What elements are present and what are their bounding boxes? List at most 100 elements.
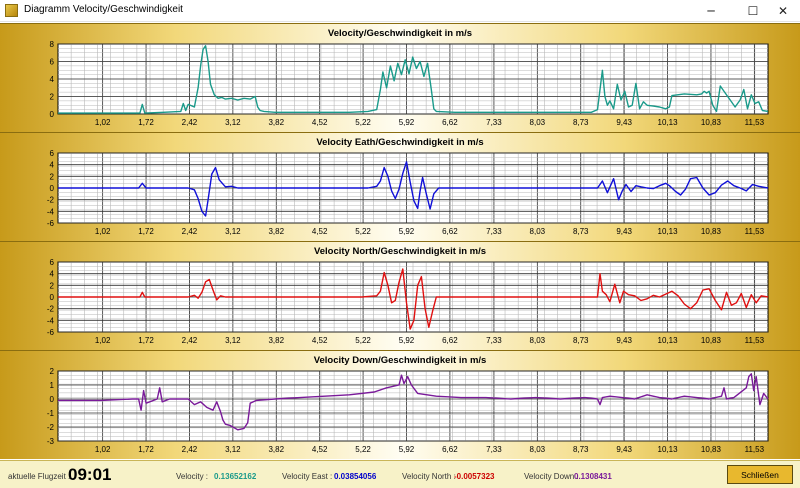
x-tick-label: 3,12 xyxy=(225,118,241,127)
velocity-north-chart: -6 -4 -2 0 2 4 6 1,02 1,72 2,42 3,12 3,82 4,52 5,22 5,… xyxy=(47,258,769,345)
velocity-value: 0.13652162 xyxy=(214,472,257,481)
velocity-north-label: Velocity North : xyxy=(402,472,456,481)
velocity-east-chart: -6 -4 -2 0 2 4 6 1,02 1,72 2,42 3,12 3,82 4,52 5,22 5,… xyxy=(47,149,769,236)
x-tick-label: 6,62 xyxy=(442,118,458,127)
x-tick-label: 8,73 xyxy=(573,118,589,127)
x-tick-label: 7,33 xyxy=(486,445,502,454)
x-tick-label: 8,03 xyxy=(530,118,546,127)
series-line xyxy=(58,373,769,431)
y-tick-label: 2 xyxy=(50,281,55,290)
x-tick-label: 3,82 xyxy=(268,118,284,127)
x-tick-label: 8,03 xyxy=(530,336,546,345)
x-tick-label: 9,43 xyxy=(616,445,632,454)
velocity-east-chart-panel: Velocity Eath/Geschwindigkeit in m/s -6-… xyxy=(0,132,800,241)
x-tick-label: 3,82 xyxy=(268,445,284,454)
x-tick-label: 5,92 xyxy=(399,227,415,236)
y-tick-label: 2 xyxy=(50,172,55,181)
y-tick-label: -2 xyxy=(47,196,55,205)
x-tick-label: 11,53 xyxy=(745,227,765,236)
chart-title: Velocity Eath/Geschwindigkeit in m/s xyxy=(316,137,484,148)
x-tick-label: 3,82 xyxy=(268,227,284,236)
x-tick-label: 10,83 xyxy=(701,227,722,236)
x-tick-label: 10,13 xyxy=(658,118,679,127)
y-tick-label: 1 xyxy=(50,381,55,390)
y-tick-label: -3 xyxy=(47,437,55,446)
x-tick-label: 8,73 xyxy=(573,445,589,454)
x-tick-label: 1,72 xyxy=(138,445,154,454)
x-tick-label: 6,62 xyxy=(442,445,458,454)
x-tick-label: 5,92 xyxy=(399,118,415,127)
series-line xyxy=(58,45,769,114)
x-tick-label: 1,02 xyxy=(95,118,111,127)
y-tick-label: -4 xyxy=(47,316,55,325)
velocity-north-chart-panel: Velocity North/Geschwindigkeit in m/s -6… xyxy=(0,241,800,350)
velocity-east-value: 0.03854056 xyxy=(334,472,377,481)
x-tick-label: 1,02 xyxy=(95,227,111,236)
close-button[interactable]: Schließen xyxy=(727,465,793,484)
y-tick-label: 0 xyxy=(50,184,55,193)
chart-title: Velocity North/Geschwindigkeit in m/s xyxy=(313,246,487,257)
x-tick-label: 1,72 xyxy=(138,118,154,127)
y-tick-label: 2 xyxy=(50,367,55,376)
y-tick-label: -4 xyxy=(47,207,55,216)
chart-title: Velocity/Geschwindigkeit in m/s xyxy=(327,28,473,39)
x-tick-label: 6,62 xyxy=(442,336,458,345)
x-tick-label: 9,43 xyxy=(616,118,632,127)
x-tick-label: 3,12 xyxy=(225,336,241,345)
x-tick-label: 2,42 xyxy=(182,445,198,454)
flight-time-label: aktuelle Flugzeit : xyxy=(8,472,71,481)
x-tick-label: 8,73 xyxy=(573,336,589,345)
x-tick-label: 3,12 xyxy=(225,445,241,454)
minimize-icon[interactable]: ─ xyxy=(707,4,715,18)
x-tick-label: 3,12 xyxy=(225,227,241,236)
velocity-down-label: Velocity Down : xyxy=(524,472,579,481)
velocity-east-label: Velocity East : xyxy=(282,472,333,481)
y-tick-label: 6 xyxy=(50,149,55,158)
velocity-down-value: 0.1308431 xyxy=(574,472,612,481)
x-tick-label: 10,13 xyxy=(658,227,679,236)
x-tick-label: 1,72 xyxy=(138,336,154,345)
x-tick-label: 7,33 xyxy=(486,118,502,127)
window-title: Diagramm Velocity/Geschwindigkeit xyxy=(24,4,183,15)
x-tick-label: 1,02 xyxy=(95,336,111,345)
y-tick-label: 2 xyxy=(50,93,55,102)
y-tick-label: 4 xyxy=(50,161,55,170)
velocity-label: Velocity : xyxy=(176,472,209,481)
window-titlebar: Diagramm Velocity/Geschwindigkeit ─ ☐ ✕ xyxy=(0,0,800,22)
x-tick-label: 4,52 xyxy=(312,336,328,345)
x-tick-label: 6,62 xyxy=(442,227,458,236)
flight-time-value: 09:01 xyxy=(68,465,112,484)
chart-title: Velocity Down/Geschwindigkeit in m/s xyxy=(313,355,487,366)
y-tick-label: 6 xyxy=(50,258,55,267)
x-tick-label: 5,92 xyxy=(399,336,415,345)
x-tick-label: 10,83 xyxy=(701,118,722,127)
y-tick-label: 0 xyxy=(50,395,55,404)
close-icon[interactable]: ✕ xyxy=(777,4,789,18)
y-tick-label: -2 xyxy=(47,305,55,314)
app-icon xyxy=(5,4,18,17)
y-tick-label: 0 xyxy=(50,293,55,302)
x-tick-label: 2,42 xyxy=(182,118,198,127)
x-tick-label: 9,43 xyxy=(616,336,632,345)
velocity-down-chart: -3 -2 -1 0 1 2 1,02 1,72 2,42 3,12 3,82 4,52 5,22 5,9… xyxy=(47,367,769,454)
x-tick-label: 10,83 xyxy=(701,336,722,345)
y-tick-label: -6 xyxy=(47,328,55,337)
x-tick-label: 5,22 xyxy=(355,118,371,127)
x-tick-label: 7,33 xyxy=(486,227,502,236)
x-tick-label: 8,03 xyxy=(530,445,546,454)
y-tick-label: 4 xyxy=(50,270,55,279)
x-tick-label: 4,52 xyxy=(312,227,328,236)
x-tick-label: 2,42 xyxy=(182,227,198,236)
y-tick-label: 0 xyxy=(50,110,55,119)
y-tick-label: 8 xyxy=(50,40,55,49)
x-tick-label: 10,13 xyxy=(658,445,679,454)
x-tick-label: 1,72 xyxy=(138,227,154,236)
y-tick-label: 4 xyxy=(50,75,55,84)
x-tick-label: 5,22 xyxy=(355,227,371,236)
series-line xyxy=(58,268,769,330)
maximize-icon[interactable]: ☐ xyxy=(747,4,759,18)
x-tick-label: 8,03 xyxy=(530,227,546,236)
x-tick-label: 5,22 xyxy=(355,445,371,454)
x-tick-label: 2,42 xyxy=(182,336,198,345)
velocity-down-chart-panel: Velocity Down/Geschwindigkeit in m/s -3-… xyxy=(0,350,800,459)
